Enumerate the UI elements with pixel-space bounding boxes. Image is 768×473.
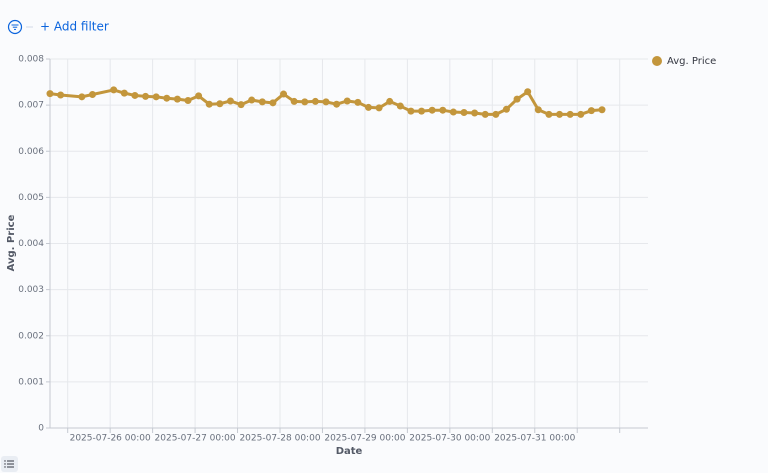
- data-point: [545, 110, 553, 118]
- data-point: [46, 90, 54, 98]
- y-tick-label: 0.006: [18, 147, 44, 157]
- data-point: [386, 97, 394, 105]
- y-tick-label: 0.007: [18, 101, 44, 111]
- data-point: [152, 93, 160, 101]
- data-point: [556, 110, 564, 118]
- data-point: [439, 106, 447, 114]
- y-tick-label: 0.003: [18, 285, 44, 295]
- data-point: [216, 100, 224, 108]
- data-point: [481, 110, 489, 118]
- x-tick-label: 2025-07-30 00:00: [409, 434, 490, 444]
- data-point: [142, 92, 150, 100]
- y-tick-label: 0.005: [18, 193, 44, 203]
- data-point: [471, 109, 479, 117]
- x-axis-title: Date: [336, 446, 363, 457]
- data-point: [78, 93, 86, 101]
- data-point: [587, 107, 595, 115]
- y-tick-label: 0: [38, 424, 44, 434]
- data-point: [57, 91, 65, 99]
- data-point: [322, 98, 330, 106]
- data-point: [364, 103, 372, 111]
- data-point: [269, 99, 277, 107]
- data-point: [120, 89, 128, 97]
- x-tick-label: 2025-07-28 00:00: [239, 434, 320, 444]
- data-point: [513, 95, 521, 103]
- data-point: [407, 107, 415, 115]
- data-point: [110, 86, 118, 94]
- data-point: [333, 100, 341, 108]
- x-tick-label: 2025-07-27 00:00: [155, 434, 236, 444]
- x-tick-label: 2025-07-26 00:00: [70, 434, 151, 444]
- data-point: [354, 98, 362, 106]
- data-point: [280, 90, 288, 98]
- data-point: [258, 98, 266, 106]
- legend-toggle-icon[interactable]: [1, 456, 18, 472]
- x-tick-label: 2025-07-31 00:00: [494, 434, 575, 444]
- data-point: [566, 110, 574, 118]
- y-axis-title: Avg. Price: [6, 214, 17, 271]
- data-point: [184, 97, 192, 105]
- data-point: [396, 102, 404, 110]
- data-point: [226, 97, 234, 105]
- data-point: [163, 94, 171, 102]
- data-point: [343, 97, 351, 105]
- data-point: [237, 101, 245, 109]
- data-point: [449, 108, 457, 116]
- data-point: [418, 107, 426, 115]
- data-point: [195, 92, 203, 100]
- data-point: [598, 106, 606, 114]
- data-point: [524, 88, 532, 96]
- data-point: [301, 98, 309, 106]
- data-point: [534, 106, 542, 114]
- data-point: [460, 109, 468, 117]
- legend-swatch: [652, 56, 662, 66]
- filter-icon[interactable]: [7, 19, 23, 35]
- data-point: [375, 104, 383, 112]
- data-point: [205, 100, 213, 108]
- data-point: [88, 91, 96, 99]
- data-point: [311, 97, 319, 105]
- data-point: [248, 96, 256, 104]
- legend-label: Avg. Price: [667, 56, 716, 67]
- data-point: [131, 91, 139, 99]
- data-point: [492, 110, 500, 118]
- y-tick-label: 0.001: [18, 377, 44, 387]
- data-point: [502, 105, 510, 113]
- data-point: [173, 95, 181, 103]
- data-point: [577, 110, 585, 118]
- x-tick-label: 2025-07-29 00:00: [324, 434, 405, 444]
- y-tick-label: 0.008: [18, 55, 44, 65]
- y-tick-label: 0.004: [18, 239, 44, 249]
- y-tick-label: 0.002: [18, 331, 44, 341]
- add-filter-button[interactable]: + Add filter: [40, 20, 109, 34]
- data-point: [290, 97, 298, 105]
- data-point: [428, 106, 436, 114]
